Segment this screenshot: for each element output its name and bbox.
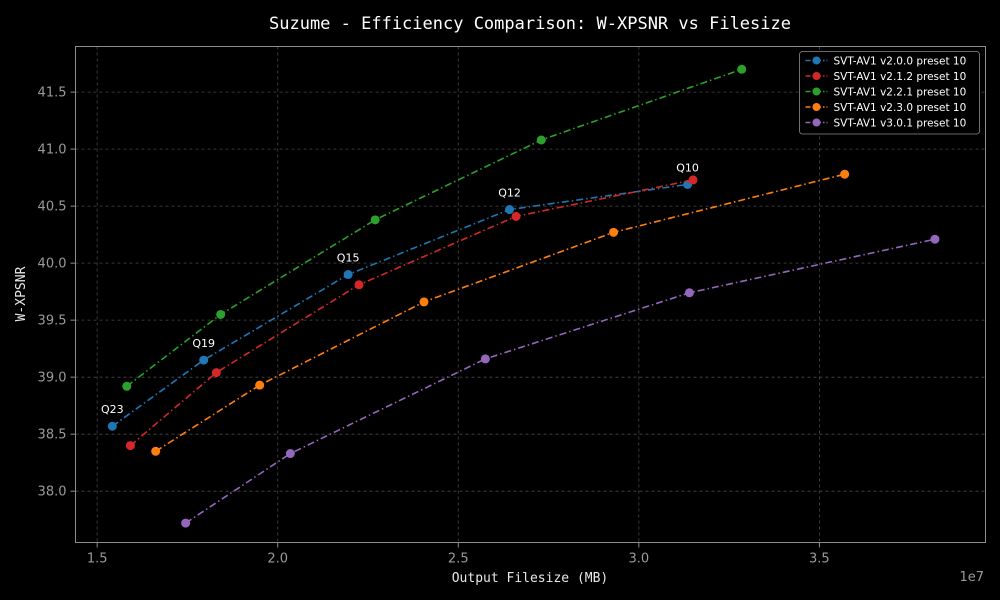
series-line <box>185 238 936 524</box>
data-point <box>107 421 117 431</box>
series-group <box>125 175 698 451</box>
grid-lines <box>75 46 986 543</box>
series-group <box>122 64 747 391</box>
legend-entry-label: SVT-AV1 v2.3.0 preset 10 <box>834 102 967 114</box>
legend-marker <box>812 118 821 127</box>
point-annotation: Q10 <box>676 161 699 174</box>
axis-ticks: 1.5 2.0 2.5 3.0 3.5 38.0 38.5 39.0 39.5 40.0 40.5 4… <box>38 86 830 567</box>
data-point <box>211 368 221 378</box>
data-point <box>505 205 515 215</box>
y-tick-label: 38.0 <box>38 485 67 500</box>
legend-entry-label: SVT-AV1 v3.0.1 preset 10 <box>834 117 967 129</box>
data-point <box>354 280 364 290</box>
legend: SVT-AV1 v2.0.0 preset 10 SVT-AV1 v2.1.2 p… <box>799 51 980 135</box>
point-annotation: Q15 <box>337 252 360 265</box>
series-group <box>151 169 850 456</box>
plot-frame <box>75 46 986 543</box>
data-series <box>107 64 940 528</box>
series-line <box>155 173 845 452</box>
data-point <box>840 169 850 179</box>
y-tick-label: 40.0 <box>38 257 67 272</box>
data-point <box>688 175 698 185</box>
y-axis-label: W-XPSNR <box>14 266 29 321</box>
data-point <box>511 211 521 221</box>
x-tick-label: 3.0 <box>628 552 649 567</box>
series-group <box>107 179 693 431</box>
data-point <box>684 288 694 298</box>
data-point <box>255 380 265 390</box>
data-point <box>125 441 135 451</box>
x-axis-offset-label: 1e7 <box>959 570 984 585</box>
legend-marker <box>812 56 821 65</box>
point-annotation: Q23 <box>101 403 124 416</box>
data-point <box>122 381 132 391</box>
legend-marker <box>812 103 821 111</box>
point-annotation: Q19 <box>192 337 215 350</box>
data-point <box>216 309 226 319</box>
data-point <box>480 354 490 364</box>
y-tick-label: 40.5 <box>38 200 67 215</box>
x-tick-label: 2.0 <box>267 552 288 567</box>
legend-marker <box>812 72 821 80</box>
data-point <box>609 227 619 237</box>
legend-marker <box>812 87 821 96</box>
x-tick-label: 1.5 <box>87 552 108 567</box>
y-tick-label: 41.0 <box>38 143 67 158</box>
data-point <box>370 215 380 225</box>
legend-box <box>799 51 980 135</box>
y-tick-label: 41.5 <box>38 86 67 101</box>
y-tick-label: 39.0 <box>38 371 67 386</box>
legend-entry-label: SVT-AV1 v2.1.2 preset 10 <box>834 71 967 83</box>
data-point <box>151 446 161 456</box>
series-line <box>126 68 743 387</box>
series-line <box>111 183 688 427</box>
legend-entry-label: SVT-AV1 v2.0.0 preset 10 <box>834 55 967 67</box>
point-annotation: Q12 <box>498 187 521 200</box>
data-point <box>737 64 747 74</box>
data-point <box>181 518 191 528</box>
point-annotations: Q23 Q19 Q15 Q12 Q10 <box>101 161 699 416</box>
series-group <box>181 234 940 528</box>
data-point <box>536 135 546 145</box>
data-point <box>419 297 429 307</box>
x-axis-label: Output Filesize (MB) <box>452 571 609 586</box>
legend-entry-label: SVT-AV1 v2.2.1 preset 10 <box>834 86 967 98</box>
x-tick-label: 3.5 <box>809 552 830 567</box>
data-point <box>285 449 295 459</box>
y-tick-label: 39.5 <box>38 314 67 329</box>
chart-title: Suzume - Efficiency Comparison: W-XPSNR … <box>269 14 791 34</box>
y-tick-label: 38.5 <box>38 428 67 443</box>
data-point <box>930 234 940 244</box>
data-point <box>199 355 209 365</box>
x-tick-label: 2.5 <box>448 552 469 567</box>
series-line <box>129 179 694 447</box>
data-point <box>343 270 353 280</box>
